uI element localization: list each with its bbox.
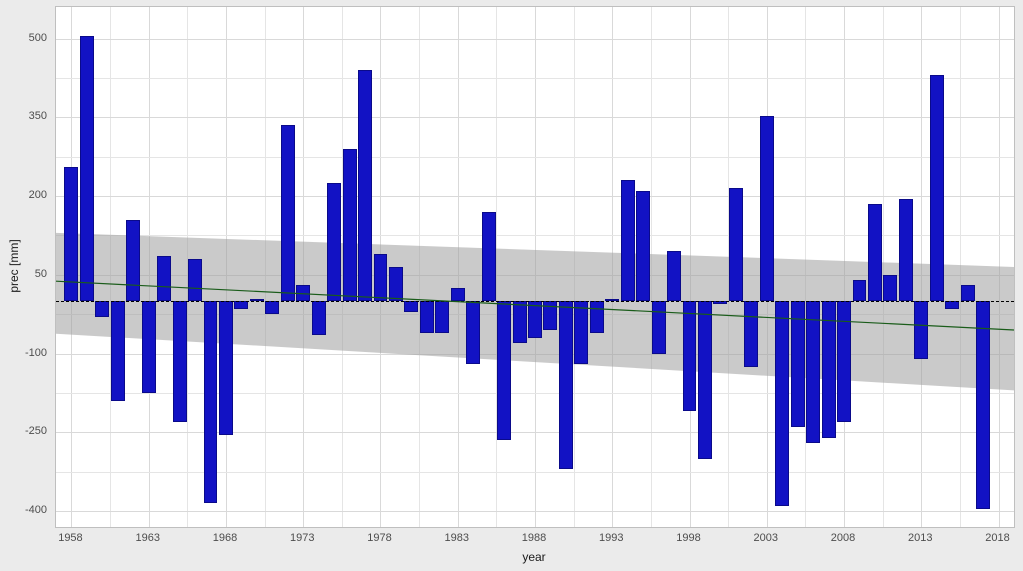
- y-tick-50: 50: [17, 268, 47, 280]
- y-tick-350: 350: [17, 110, 47, 122]
- x-axis-title: year: [522, 550, 545, 564]
- x-tick-2008: 2008: [831, 532, 855, 544]
- x-tick-1998: 1998: [676, 532, 700, 544]
- precip-anomaly-chart: 1958196319681973197819831988199319982003…: [0, 0, 1023, 571]
- x-tick-2003: 2003: [754, 532, 778, 544]
- x-tick-1983: 1983: [444, 532, 468, 544]
- x-tick-1993: 1993: [599, 532, 623, 544]
- x-tick-1963: 1963: [135, 532, 159, 544]
- x-tick-1968: 1968: [213, 532, 237, 544]
- x-tick-2018: 2018: [985, 532, 1009, 544]
- x-tick-1978: 1978: [367, 532, 391, 544]
- x-tick-1973: 1973: [290, 532, 314, 544]
- x-tick-2013: 2013: [908, 532, 932, 544]
- y-axis-title: prec [mm]: [7, 239, 21, 292]
- trend-line: [56, 7, 1014, 527]
- y-tick-500: 500: [17, 32, 47, 44]
- y-tick-200: 200: [17, 189, 47, 201]
- x-tick-1958: 1958: [58, 532, 82, 544]
- y-tick--400: -400: [17, 504, 47, 516]
- y-tick--250: -250: [17, 425, 47, 437]
- y-tick--100: -100: [17, 347, 47, 359]
- x-tick-1988: 1988: [522, 532, 546, 544]
- plot-panel: [55, 6, 1015, 528]
